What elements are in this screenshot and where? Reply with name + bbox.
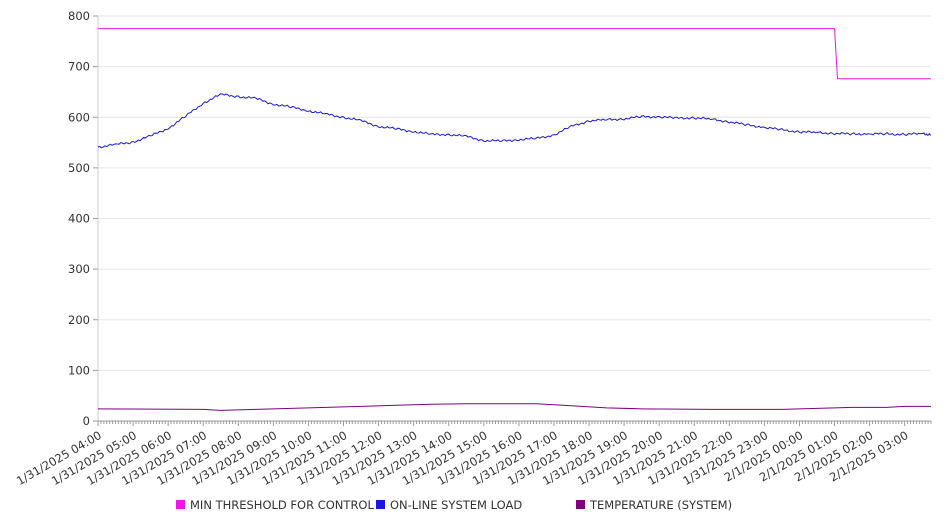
y-tick-label: 400 xyxy=(68,212,90,226)
series-line-temperature-system xyxy=(97,403,931,411)
legend-label-min-threshold-for-control: MIN THRESHOLD FOR CONTROL xyxy=(190,498,374,512)
y-tick-label: 200 xyxy=(68,313,90,327)
series-lines xyxy=(97,28,932,411)
legend-label-temperature-system: TEMPERATURE (SYSTEM) xyxy=(589,498,732,512)
series-line-on-line-system-load xyxy=(97,93,932,149)
y-tick-label: 700 xyxy=(68,60,90,74)
gridlines xyxy=(98,15,931,371)
y-tick-label: 800 xyxy=(68,9,90,23)
y-tick-label: 600 xyxy=(68,110,90,124)
legend: MIN THRESHOLD FOR CONTROL ON-LINE SYSTEM … xyxy=(176,498,732,512)
legend-swatch-temperature-system xyxy=(576,500,585,509)
legend-swatch-on-line-system-load xyxy=(376,500,385,509)
legend-swatch-min-threshold-for-control xyxy=(176,500,185,509)
y-tick-label: 0 xyxy=(83,414,90,428)
legend-label-on-line-system-load: ON-LINE SYSTEM LOAD xyxy=(390,498,522,512)
y-tick-label: 500 xyxy=(68,161,90,175)
y-tick-label: 100 xyxy=(68,363,90,377)
series-line-min-threshold-for-control xyxy=(98,28,931,80)
y-tick-label: 300 xyxy=(68,262,90,276)
